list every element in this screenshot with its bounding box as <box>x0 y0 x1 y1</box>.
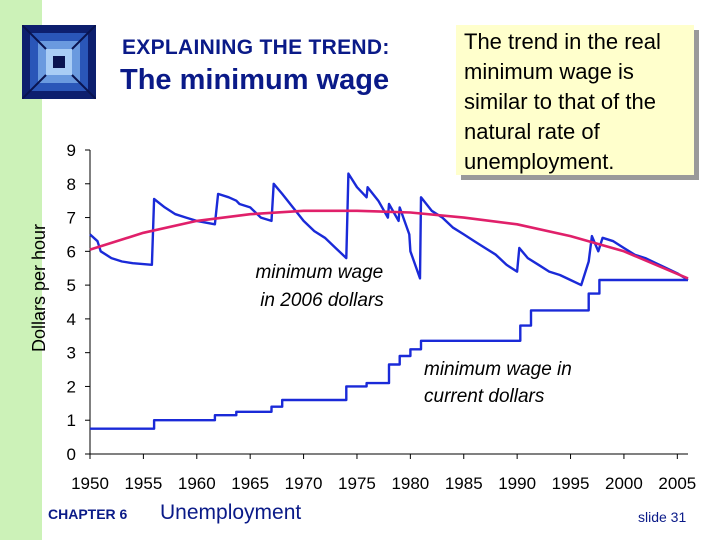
x-tick-label: 1965 <box>231 474 269 493</box>
x-tick-label: 2005 <box>658 474 696 493</box>
y-tick-label: 6 <box>67 242 76 261</box>
x-tick-label: 1985 <box>445 474 483 493</box>
y-tick-label: 4 <box>67 310 76 329</box>
real-wage-annotation-line2: in 2006 dollars <box>260 290 384 311</box>
y-axis-label: Dollars per hour <box>29 224 49 352</box>
chart-marks <box>89 172 689 430</box>
y-tick-label: 8 <box>67 175 76 194</box>
y-tick-label: 2 <box>67 377 76 396</box>
y-tick-label: 3 <box>67 344 76 363</box>
real-wage-annotation-line1: minimum wage <box>255 262 383 283</box>
y-tick-label: 7 <box>67 209 76 228</box>
y-tick-label: 9 <box>67 141 76 160</box>
nominal-wage-annotation-line1: minimum wage in <box>424 359 572 380</box>
x-tick-label: 2000 <box>605 474 643 493</box>
slide-title: The minimum wage <box>120 64 390 96</box>
nominal-minimum-wage-step-line <box>90 278 688 430</box>
x-tick-label: 1975 <box>338 474 376 493</box>
chart-axes <box>85 149 688 459</box>
y-tick-label: 5 <box>67 276 76 295</box>
chart-tick-labels: 0 1 2 3 4 5 6 7 8 9 1950 1955 1960 1965 1970 1975 1980 19… <box>67 141 697 493</box>
nominal-wage-annotation-line2: current dollars <box>424 386 545 407</box>
x-tick-label: 1980 <box>391 474 429 493</box>
footer-chapter-name: Unemployment <box>160 501 302 524</box>
x-tick-label: 1995 <box>552 474 590 493</box>
y-tick-label: 0 <box>67 445 76 464</box>
real-minimum-wage-line <box>89 172 689 287</box>
x-tick-label: 1970 <box>285 474 323 493</box>
x-tick-label: 1960 <box>178 474 216 493</box>
y-tick-label: 1 <box>67 411 76 430</box>
x-tick-label: 1955 <box>124 474 162 493</box>
footer-chapter-label: CHAPTER 6 <box>48 506 128 522</box>
footer-slide-number: slide 31 <box>638 509 687 525</box>
slide-supertitle: EXPLAINING THE TREND: <box>122 36 390 59</box>
x-tick-label: 1990 <box>498 474 536 493</box>
x-tick-label: 1950 <box>71 474 109 493</box>
real-wage-trend-line <box>89 209 689 280</box>
nominal-wage-annotation: minimum wage in current dollars <box>424 359 577 407</box>
trend-callout: The trend in the real minimum wage is si… <box>456 25 694 175</box>
textbook-logo-icon <box>22 25 96 99</box>
real-wage-annotation: minimum wage in 2006 dollars <box>255 262 388 311</box>
